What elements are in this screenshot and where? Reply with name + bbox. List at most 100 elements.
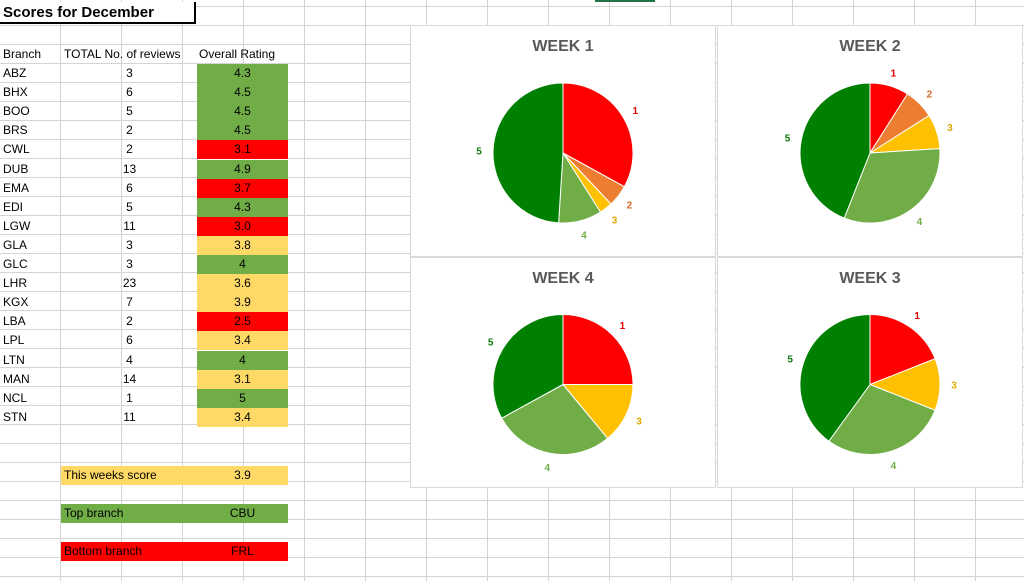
cell-rating[interactable]: 4.9: [197, 160, 288, 179]
cell-branch[interactable]: LTN: [3, 353, 25, 367]
header-reviews[interactable]: TOTAL No. of reviews: [64, 47, 181, 61]
cell-rating[interactable]: 4: [197, 255, 288, 274]
cell-reviews[interactable]: 6: [126, 181, 133, 195]
cell-rating[interactable]: 3.9: [197, 293, 288, 312]
cell-branch[interactable]: LGW: [3, 219, 31, 233]
cell-rating[interactable]: 3.1: [197, 370, 288, 389]
pie-slice-4[interactable]: [828, 383, 936, 455]
chart-title: WEEK 1: [532, 38, 594, 55]
pie-label: 1: [620, 321, 626, 332]
cell-reviews[interactable]: 11: [123, 410, 136, 424]
cell-reviews[interactable]: 23: [122, 276, 137, 290]
cell-rating[interactable]: 3.4: [197, 408, 288, 427]
pie-slice-1[interactable]: [869, 313, 936, 386]
pie-label: 3: [636, 416, 642, 427]
cell-branch[interactable]: CWL: [3, 142, 30, 156]
pie-label: 5: [785, 133, 791, 144]
pie-slice-5[interactable]: [492, 82, 564, 224]
cell-branch[interactable]: GLA: [3, 238, 28, 252]
pie-label: 3: [951, 381, 957, 392]
cell-branch[interactable]: KGX: [3, 295, 29, 309]
cell-branch[interactable]: BRS: [3, 123, 28, 137]
chart-week-4[interactable]: WEEK 4 1 3 4 5: [410, 257, 716, 488]
cell-reviews[interactable]: 2: [126, 314, 133, 328]
header-rating[interactable]: Overall Rating: [199, 47, 276, 61]
sheet-title[interactable]: Scores for December: [0, 2, 196, 24]
cell-rating[interactable]: 4.3: [197, 64, 288, 83]
pie-label: 5: [476, 146, 482, 157]
cell-reviews[interactable]: 3: [126, 238, 133, 252]
cell-reviews[interactable]: 14: [122, 372, 137, 386]
cell-reviews[interactable]: 11: [123, 219, 136, 233]
cell-rating[interactable]: 4.3: [197, 198, 288, 217]
cell-reviews[interactable]: 2: [126, 123, 133, 137]
pie-slice-5[interactable]: [799, 313, 871, 442]
pie-svg: 1 3 4 5: [787, 311, 957, 472]
pie-label: 4: [917, 217, 923, 228]
cell-rating[interactable]: 4: [197, 351, 288, 370]
cell-branch[interactable]: STN: [3, 410, 27, 424]
cell-rating[interactable]: 3.1: [197, 140, 288, 159]
cell-reviews[interactable]: 3: [126, 66, 133, 80]
cell-branch[interactable]: ABZ: [3, 66, 27, 80]
cell-rating[interactable]: 3.6: [197, 274, 288, 293]
cell-rating[interactable]: 4.5: [197, 83, 288, 102]
cell-branch[interactable]: NCL: [3, 391, 28, 405]
pie-slice-3[interactable]: [561, 384, 634, 440]
pie-slice-4[interactable]: [843, 148, 941, 224]
cell-branch[interactable]: GLC: [3, 257, 28, 271]
pie-label: 4: [891, 461, 897, 472]
header-branch[interactable]: Branch: [3, 47, 42, 61]
cell-reviews[interactable]: 2: [126, 142, 133, 156]
pie-label: 4: [581, 230, 587, 241]
pie-slice-1[interactable]: [562, 82, 634, 188]
chart-week-3[interactable]: WEEK 3 1 3 4 5: [717, 257, 1023, 488]
pie-slice-1[interactable]: [562, 313, 634, 385]
cell-reviews[interactable]: 1: [126, 391, 133, 405]
cell-rating[interactable]: 2.5: [197, 312, 288, 331]
cell-rating[interactable]: 3.8: [197, 236, 288, 255]
pie-slice-4[interactable]: [500, 383, 609, 455]
cell-rating[interactable]: 4.5: [197, 102, 288, 121]
cell-reviews[interactable]: 5: [126, 104, 133, 118]
cell-branch[interactable]: EMA: [3, 181, 30, 195]
cell-rating[interactable]: 3.4: [197, 331, 288, 350]
cell-branch[interactable]: BOO: [3, 104, 30, 118]
cell-rating[interactable]: 5: [197, 389, 288, 408]
summary-value[interactable]: CBU: [197, 504, 288, 523]
cell-branch[interactable]: LBA: [3, 314, 26, 328]
summary-label[interactable]: Bottom branch: [61, 542, 197, 561]
summary-value[interactable]: 3.9: [197, 466, 288, 485]
pie-slice-5[interactable]: [492, 313, 564, 419]
cell-reviews[interactable]: 7: [126, 295, 133, 309]
cell-branch[interactable]: BHX: [3, 85, 28, 99]
pie-label: 3: [612, 215, 618, 226]
cell-branch[interactable]: LHR: [3, 276, 28, 290]
cell-reviews[interactable]: 13: [122, 162, 137, 176]
summary-value[interactable]: FRL: [197, 542, 288, 561]
active-column-marker: [595, 0, 655, 2]
chart-title: WEEK 3: [839, 270, 901, 287]
cell-branch[interactable]: MAN: [3, 372, 30, 386]
cell-rating[interactable]: 4.5: [197, 121, 288, 140]
cell-branch[interactable]: EDI: [3, 200, 24, 214]
pie-label: 5: [787, 355, 793, 366]
chart-week-2[interactable]: WEEK 2 1 2 3 4 5: [717, 25, 1023, 257]
cell-reviews[interactable]: 6: [126, 333, 133, 347]
pie-label: 1: [891, 68, 897, 79]
cell-reviews[interactable]: 5: [126, 200, 133, 214]
cell-branch[interactable]: DUB: [3, 162, 29, 176]
cell-reviews[interactable]: 4: [126, 353, 133, 367]
summary-label[interactable]: This weeks score: [61, 466, 197, 485]
pie-label: 3: [947, 123, 953, 134]
cell-reviews[interactable]: 6: [126, 85, 133, 99]
cell-reviews[interactable]: 3: [126, 257, 133, 271]
cell-rating[interactable]: 3.7: [197, 179, 288, 198]
summary-label[interactable]: Top branch: [61, 504, 197, 523]
pie-slice-5[interactable]: [799, 82, 871, 219]
cell-rating[interactable]: 3.0: [197, 217, 288, 236]
cell-branch[interactable]: LPL: [3, 333, 25, 347]
